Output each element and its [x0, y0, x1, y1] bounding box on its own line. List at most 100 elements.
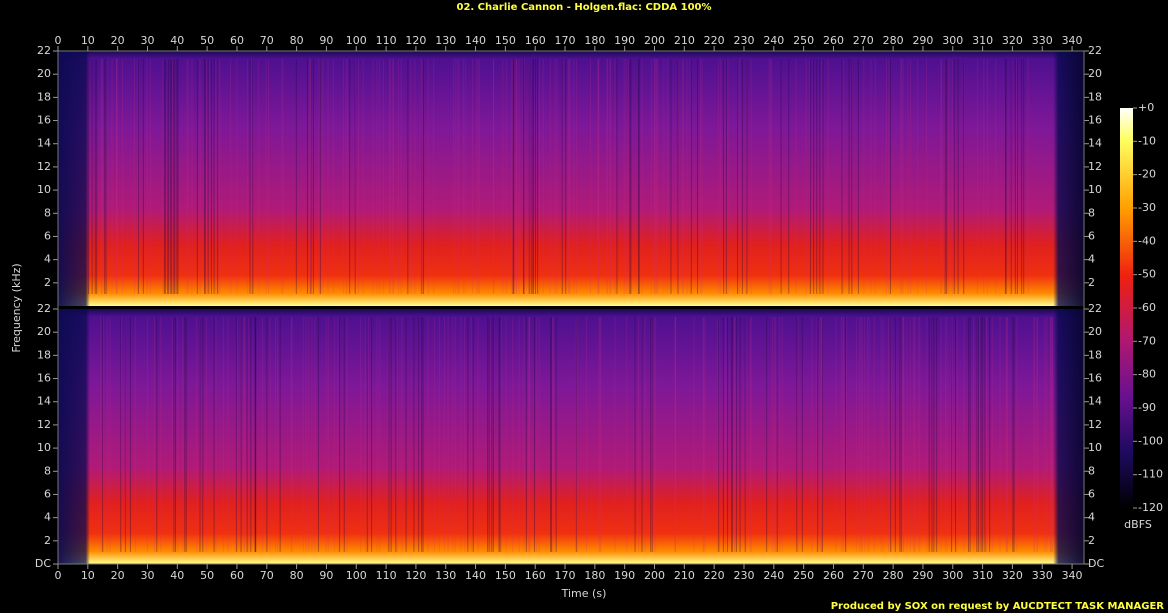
x-tick-label: 260	[823, 34, 844, 47]
y-tick-label: 10	[37, 183, 51, 196]
y-tick-label: 22	[37, 44, 51, 57]
x-tick-label: 70	[260, 569, 274, 582]
spectrogram-edges	[58, 51, 1084, 306]
y-tick-label: 4	[44, 253, 51, 266]
colorbar	[1120, 108, 1133, 508]
footer: Produced by SOX on request by AUCDTECT T…	[831, 601, 1165, 612]
y-tick-label: 14	[37, 137, 51, 150]
x-tick-label: 200	[644, 34, 665, 47]
x-tick-label: 130	[435, 569, 456, 582]
y-tick-label: 12	[37, 160, 51, 173]
colorbar-tick-label: -120	[1138, 501, 1163, 514]
x-tick-label: 260	[823, 569, 844, 582]
x-tick-label: 220	[704, 569, 725, 582]
x-tick-label: 310	[972, 569, 993, 582]
y-tick-label: 20	[1088, 325, 1102, 338]
x-tick-label: 20	[111, 34, 125, 47]
x-tick-label: 170	[555, 569, 576, 582]
y-tick-label: 14	[1088, 137, 1102, 150]
y-tick-label: 16	[1088, 114, 1102, 127]
x-tick-label: 230	[733, 34, 754, 47]
x-tick-label: 90	[319, 34, 333, 47]
y-tick-label: 2	[44, 534, 51, 547]
x-tick-label: 250	[793, 569, 814, 582]
x-tick-label: 240	[763, 569, 784, 582]
y-tick-label: 18	[37, 90, 51, 103]
x-tick-label: 140	[465, 569, 486, 582]
y-tick-label: 4	[1088, 253, 1095, 266]
y-tick-label: 8	[44, 206, 51, 219]
x-tick-label: 240	[763, 34, 784, 47]
colorbar-tick-label: -50	[1138, 268, 1156, 281]
y-tick-label: 8	[1088, 464, 1095, 477]
y-tick-label: 12	[37, 418, 51, 431]
x-tick-label: 80	[290, 569, 304, 582]
y-tick-label: 4	[1088, 511, 1095, 524]
x-tick-label: 180	[584, 34, 605, 47]
y-tick-label: DC	[35, 557, 51, 570]
x-tick-label: 40	[170, 34, 184, 47]
spectrogram-edges	[58, 309, 1084, 564]
plot-frame	[57, 50, 1085, 565]
colorbar-tick-label: -20	[1138, 168, 1156, 181]
x-tick-label: 250	[793, 34, 814, 47]
colorbar-tick-label: -60	[1138, 301, 1156, 314]
x-tick-label: 10	[81, 569, 95, 582]
x-tick-label: 40	[170, 569, 184, 582]
x-tick-label: 310	[972, 34, 993, 47]
y-tick-label: 20	[37, 325, 51, 338]
x-tick-label: 100	[346, 34, 367, 47]
y-tick-label: 6	[44, 229, 51, 242]
x-tick-label: 30	[140, 569, 154, 582]
colorbar-tick-label: -100	[1138, 434, 1163, 447]
x-tick-label: 20	[111, 569, 125, 582]
x-tick-label: 320	[1002, 34, 1023, 47]
chart-title: 02. Charlie Cannon - Holgen.flac: CDDA 1…	[456, 2, 711, 13]
x-tick-label: 60	[230, 569, 244, 582]
x-tick-label: 10	[81, 34, 95, 47]
y-tick-label: 22	[37, 302, 51, 315]
x-tick-label: 150	[495, 569, 516, 582]
y-tick-label: 22	[1088, 302, 1102, 315]
y-tick-label: 4	[44, 511, 51, 524]
x-tick-label: 140	[465, 34, 486, 47]
y-tick-label: 6	[44, 487, 51, 500]
y-tick-label: 2	[1088, 534, 1095, 547]
x-tick-label: 330	[1032, 34, 1053, 47]
x-tick-label: 130	[435, 34, 456, 47]
colorbar-label: dBFS	[1124, 518, 1152, 531]
x-tick-label: 280	[883, 569, 904, 582]
x-tick-label: 0	[55, 569, 62, 582]
y-tick-label: 2	[44, 276, 51, 289]
x-tick-label: 180	[584, 569, 605, 582]
colorbar-tick-label: -80	[1138, 368, 1156, 381]
y-tick-label: 6	[1088, 487, 1095, 500]
x-tick-label: 200	[644, 569, 665, 582]
x-tick-label: 30	[140, 34, 154, 47]
x-tick-label: 230	[733, 569, 754, 582]
y-tick-label: 6	[1088, 229, 1095, 242]
colorbar-tick-label: -30	[1138, 201, 1156, 214]
y-tick-label: 16	[1088, 372, 1102, 385]
colorbar-tick-label: -40	[1138, 234, 1156, 247]
x-tick-label: 300	[942, 569, 963, 582]
x-tick-label: 190	[614, 569, 635, 582]
x-tick-label: 190	[614, 34, 635, 47]
x-tick-label: 210	[674, 34, 695, 47]
y-tick-label: 12	[1088, 418, 1102, 431]
x-tick-label: 320	[1002, 569, 1023, 582]
y-tick-label: 16	[37, 372, 51, 385]
colorbar-tick-label: +0	[1138, 101, 1154, 114]
x-axis-label: Time (s)	[561, 587, 607, 600]
x-tick-label: 70	[260, 34, 274, 47]
y-tick-label: 20	[37, 67, 51, 80]
x-tick-label: 340	[1062, 569, 1083, 582]
x-tick-label: 290	[912, 569, 933, 582]
y-tick-label: 20	[1088, 67, 1102, 80]
y-tick-label: 18	[1088, 90, 1102, 103]
colorbar-tick-label: -10	[1138, 134, 1156, 147]
y-tick-label: 16	[37, 114, 51, 127]
x-tick-label: 290	[912, 34, 933, 47]
y-tick-label: 10	[1088, 441, 1102, 454]
